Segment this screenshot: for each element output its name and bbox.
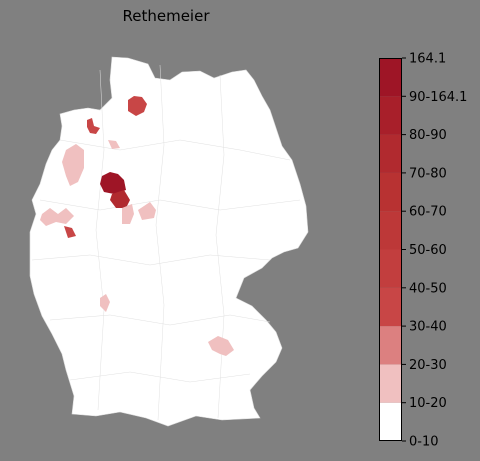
legend-tick-label: 50-60 xyxy=(409,243,447,258)
region-herford xyxy=(110,190,130,208)
legend-tick-label: 10-20 xyxy=(409,396,447,411)
legend-tick-label: 70-80 xyxy=(409,166,447,181)
map-title: Rethemeier xyxy=(122,7,210,25)
region-lippe xyxy=(122,204,134,224)
legend-tick-label: 20-30 xyxy=(409,358,447,373)
colorbar-frame xyxy=(379,58,402,441)
region-muenster xyxy=(40,208,74,226)
legend-bin-9 xyxy=(380,58,401,97)
legend-tick-label: 164.1 xyxy=(409,52,446,67)
legend-bin-5 xyxy=(380,211,401,250)
region-bavaria xyxy=(208,336,234,356)
region-minden-lubbecke xyxy=(100,172,126,194)
legend-tick-label: 40-50 xyxy=(409,281,447,296)
legend-tick-label: 30-40 xyxy=(409,320,447,335)
legend-tick-label: 60-70 xyxy=(409,205,447,220)
legend-tick-label: 90-164.1 xyxy=(409,90,467,105)
region-ruhr xyxy=(64,226,76,238)
legend-bin-7 xyxy=(380,134,401,173)
legend-tick-label: 80-90 xyxy=(409,128,447,143)
germany-outline xyxy=(29,56,309,427)
legend-bin-2 xyxy=(380,326,401,365)
legend-bin-0 xyxy=(380,402,401,441)
region-hesse xyxy=(100,294,110,312)
region-emsland xyxy=(62,144,84,186)
legend-bin-3 xyxy=(380,287,401,327)
legend-bin-1 xyxy=(380,364,401,403)
region-east-frisia xyxy=(87,118,100,134)
region-weser xyxy=(108,140,120,149)
legend-bin-4 xyxy=(380,249,401,288)
district-borders xyxy=(31,64,301,421)
region-north-east-hamburg xyxy=(128,96,147,116)
region-hildesheim xyxy=(138,202,156,220)
legend-bin-6 xyxy=(380,172,401,212)
legend-bin-8 xyxy=(380,96,401,135)
legend-tick-label: 0-10 xyxy=(409,435,439,450)
